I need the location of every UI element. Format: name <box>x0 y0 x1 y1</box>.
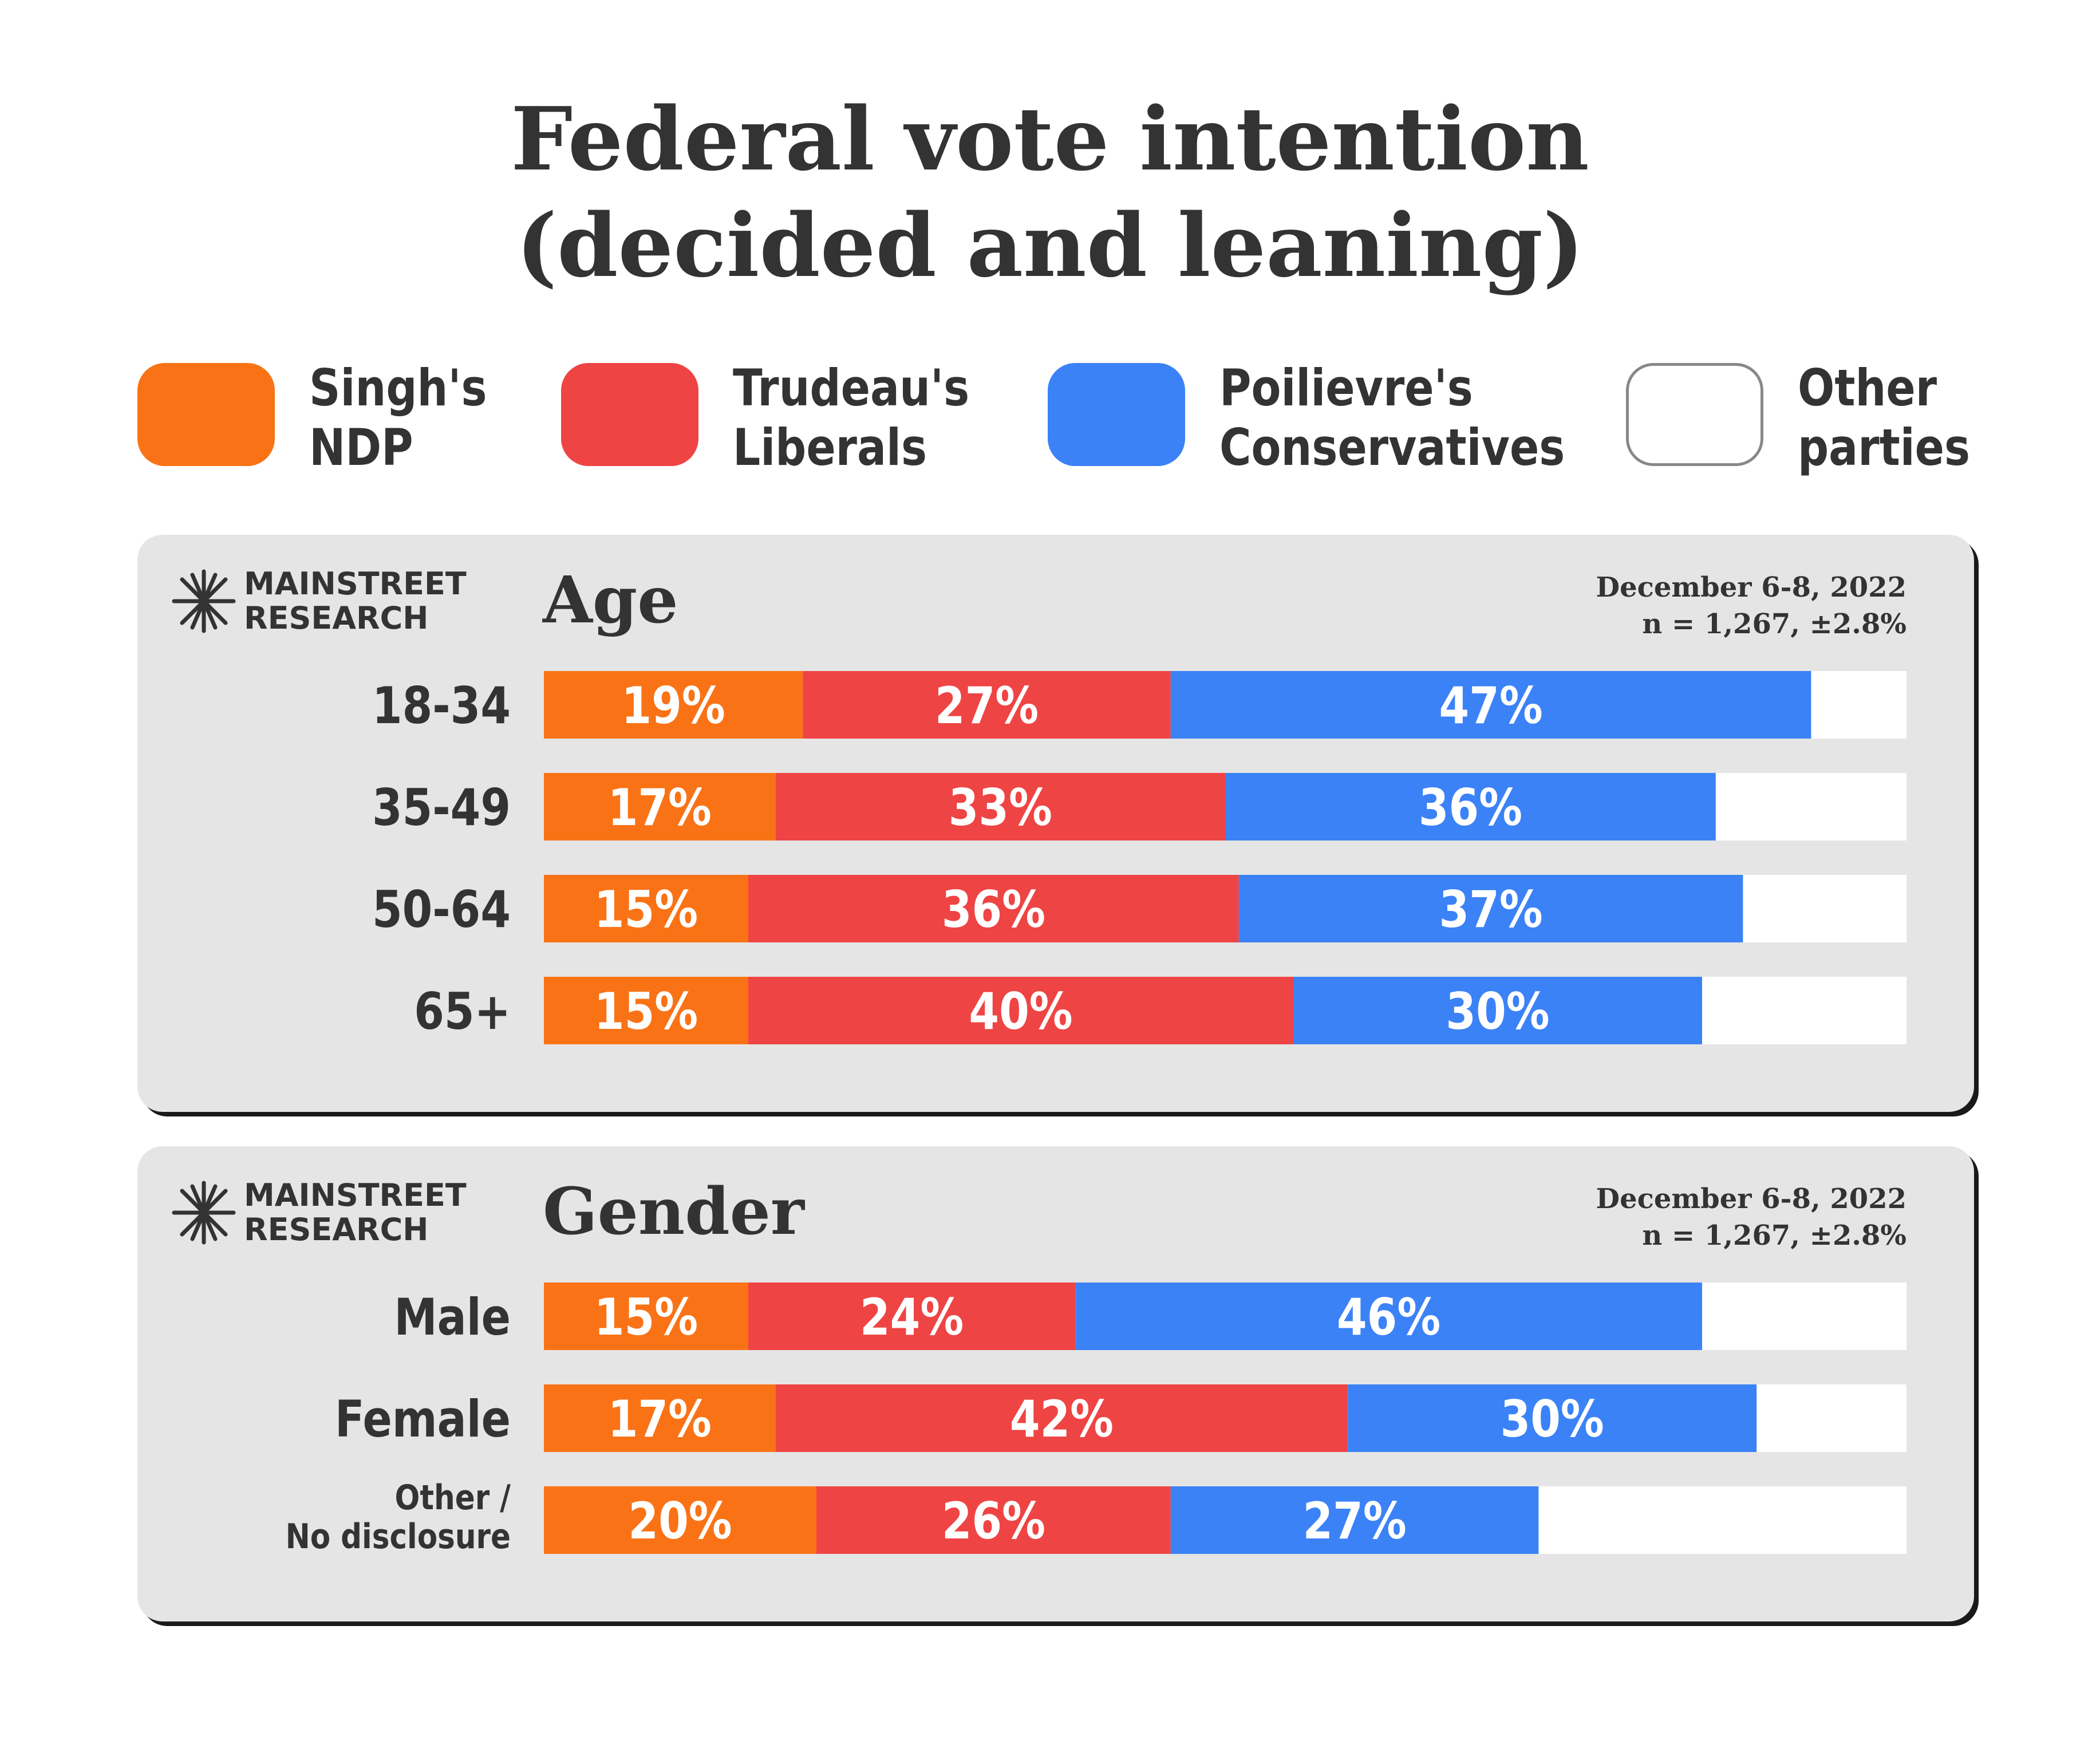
mainstreet-logo: MAINSTREET RESEARCH <box>169 1178 490 1247</box>
bar-label-18-34-ndp: 19% <box>622 677 725 736</box>
bar-35-49-ndp <box>544 773 776 841</box>
bar-50-64-ndp <box>544 875 748 942</box>
gender-chart: Male 15% 24% 46% Female 17% 42% 30% Other / No di… <box>286 1283 1906 1557</box>
bar-label-50-64-liberal: 36% <box>942 881 1045 940</box>
mainstreet-logo-text: MAINSTREET RESEARCH <box>244 1178 467 1247</box>
logo-line-2: RESEARCH <box>244 1212 429 1248</box>
bar-label-other-no-disclosure-ndp: 20% <box>628 1493 732 1551</box>
bar-65-ndp <box>544 977 748 1044</box>
legend-label-ndp-line-1: Singh's <box>309 358 487 417</box>
legend-label-liberal-line-2: Liberals <box>733 418 927 477</box>
bar-male-ndp <box>544 1283 748 1350</box>
legend-label-liberal-line-1: Trudeau's <box>733 358 970 417</box>
row-label-18-34: 18-34 <box>372 677 511 736</box>
bar-female-liberal <box>775 1384 1348 1452</box>
mainstreet-logo-text: MAINSTREET RESEARCH <box>244 567 467 636</box>
legend-label-other-line-2: parties <box>1798 418 1971 477</box>
bar-other-no-disclosure-ndp <box>544 1486 816 1554</box>
bar-label-other-no-disclosure-conservative: 27% <box>1303 1493 1407 1551</box>
bar-label-female-liberal: 42% <box>1010 1391 1114 1449</box>
bar-label-male-liberal: 24% <box>860 1289 964 1347</box>
bar-label-65-ndp: 15% <box>594 983 698 1041</box>
bar-label-male-conservative: 46% <box>1337 1289 1440 1347</box>
age-panel-meta: December 6-8, 2022 n = 1,267, ±2.8% <box>1596 569 1906 642</box>
logo-line-2: RESEARCH <box>244 600 429 636</box>
bar-label-female-conservative: 30% <box>1501 1391 1604 1449</box>
bar-18-34-liberal <box>803 671 1171 739</box>
bar-other-no-disclosure-conservative <box>1170 1486 1539 1554</box>
bar-label-18-34-conservative: 47% <box>1439 677 1543 736</box>
mainstreet-logo-icon <box>172 1181 236 1245</box>
age-panel: MAINSTREET RESEARCH Age December 6-8, 20… <box>137 535 1974 1112</box>
legend-label-ndp-line-2: NDP <box>309 418 413 477</box>
chart-title: Federal vote intention (decided and lean… <box>0 86 2100 299</box>
bar-label-50-64-ndp: 15% <box>594 881 698 940</box>
legend-label-conservative: Poilievre's Conservatives <box>1219 358 1565 478</box>
row-label-35-49: 35-49 <box>372 779 511 838</box>
row-label-50-64: 50-64 <box>372 881 511 940</box>
bar-male-conservative <box>1075 1283 1702 1350</box>
bar-label-65-conservative: 30% <box>1446 983 1549 1041</box>
bar-35-49-liberal <box>775 773 1225 841</box>
bar-female-ndp <box>544 1384 776 1452</box>
legend-swatch-liberal <box>561 363 698 466</box>
gender-panel-heading: Gender <box>543 1174 804 1249</box>
logo-line-1: MAINSTREET <box>244 566 467 602</box>
age-panel-sample: n = 1,267, ±2.8% <box>1642 608 1906 640</box>
gender-panel-date: December 6-8, 2022 <box>1596 1183 1906 1215</box>
row-label-male: Male <box>394 1289 511 1347</box>
bar-65-conservative <box>1293 977 1702 1044</box>
bar-35-49-conservative <box>1225 773 1716 841</box>
mainstreet-logo: MAINSTREET RESEARCH <box>169 567 490 636</box>
legend-label-other-line-1: Other <box>1798 358 1937 417</box>
age-panel-heading: Age <box>543 563 678 638</box>
gender-panel-meta: December 6-8, 2022 n = 1,267, ±2.8% <box>1596 1181 1906 1254</box>
bar-label-male-ndp: 15% <box>594 1289 698 1347</box>
bar-label-50-64-conservative: 37% <box>1439 881 1543 940</box>
gender-panel: MAINSTREET RESEARCH Gender December 6-8,… <box>137 1146 1974 1621</box>
mainstreet-logo-icon <box>172 569 236 633</box>
row-label-65: 65+ <box>414 983 511 1041</box>
bar-50-64-liberal <box>748 875 1239 942</box>
legend-swatch-conservative <box>1048 363 1185 466</box>
bar-label-18-34-liberal: 27% <box>935 677 1039 736</box>
bar-18-34-conservative <box>1170 671 1811 739</box>
legend-swatch-other <box>1626 363 1763 466</box>
legend-label-conservative-line-1: Poilievre's <box>1219 358 1473 417</box>
bar-label-35-49-liberal: 33% <box>949 779 1052 838</box>
age-panel-date: December 6-8, 2022 <box>1596 571 1906 603</box>
row-label-female: Female <box>335 1391 511 1449</box>
chart-title-line-1: Federal vote intention <box>511 88 1589 190</box>
bar-label-female-ndp: 17% <box>608 1391 712 1449</box>
bar-other-no-disclosure-liberal <box>816 1486 1171 1554</box>
chart-title-line-2: (decided and leaning) <box>516 194 1584 297</box>
legend-label-liberal: Trudeau's Liberals <box>733 358 1009 478</box>
bar-label-65-liberal: 40% <box>969 983 1072 1041</box>
bar-65-liberal <box>748 977 1293 1044</box>
bar-male-liberal <box>748 1283 1076 1350</box>
row-label-other-no-disclosure: Other / No disclosure <box>286 1478 511 1557</box>
gender-panel-sample: n = 1,267, ±2.8% <box>1642 1220 1906 1252</box>
legend-label-conservative-line-2: Conservatives <box>1219 418 1565 477</box>
bar-50-64-conservative <box>1238 875 1743 942</box>
legend-label-other: Other parties <box>1798 358 2074 478</box>
age-chart: 18-34 19% 27% 47% 35-49 17% 33% 36% 50-64 15% 36% 3… <box>372 671 1906 1044</box>
bar-female-conservative <box>1348 1384 1757 1452</box>
bar-label-35-49-ndp: 17% <box>608 779 712 838</box>
bar-18-34-ndp <box>544 671 803 739</box>
bar-label-35-49-conservative: 36% <box>1419 779 1522 838</box>
bar-label-other-no-disclosure-liberal: 26% <box>942 1493 1045 1551</box>
legend-swatch-ndp <box>137 363 275 466</box>
logo-line-1: MAINSTREET <box>244 1177 467 1213</box>
legend-label-ndp: Singh's NDP <box>309 358 585 478</box>
